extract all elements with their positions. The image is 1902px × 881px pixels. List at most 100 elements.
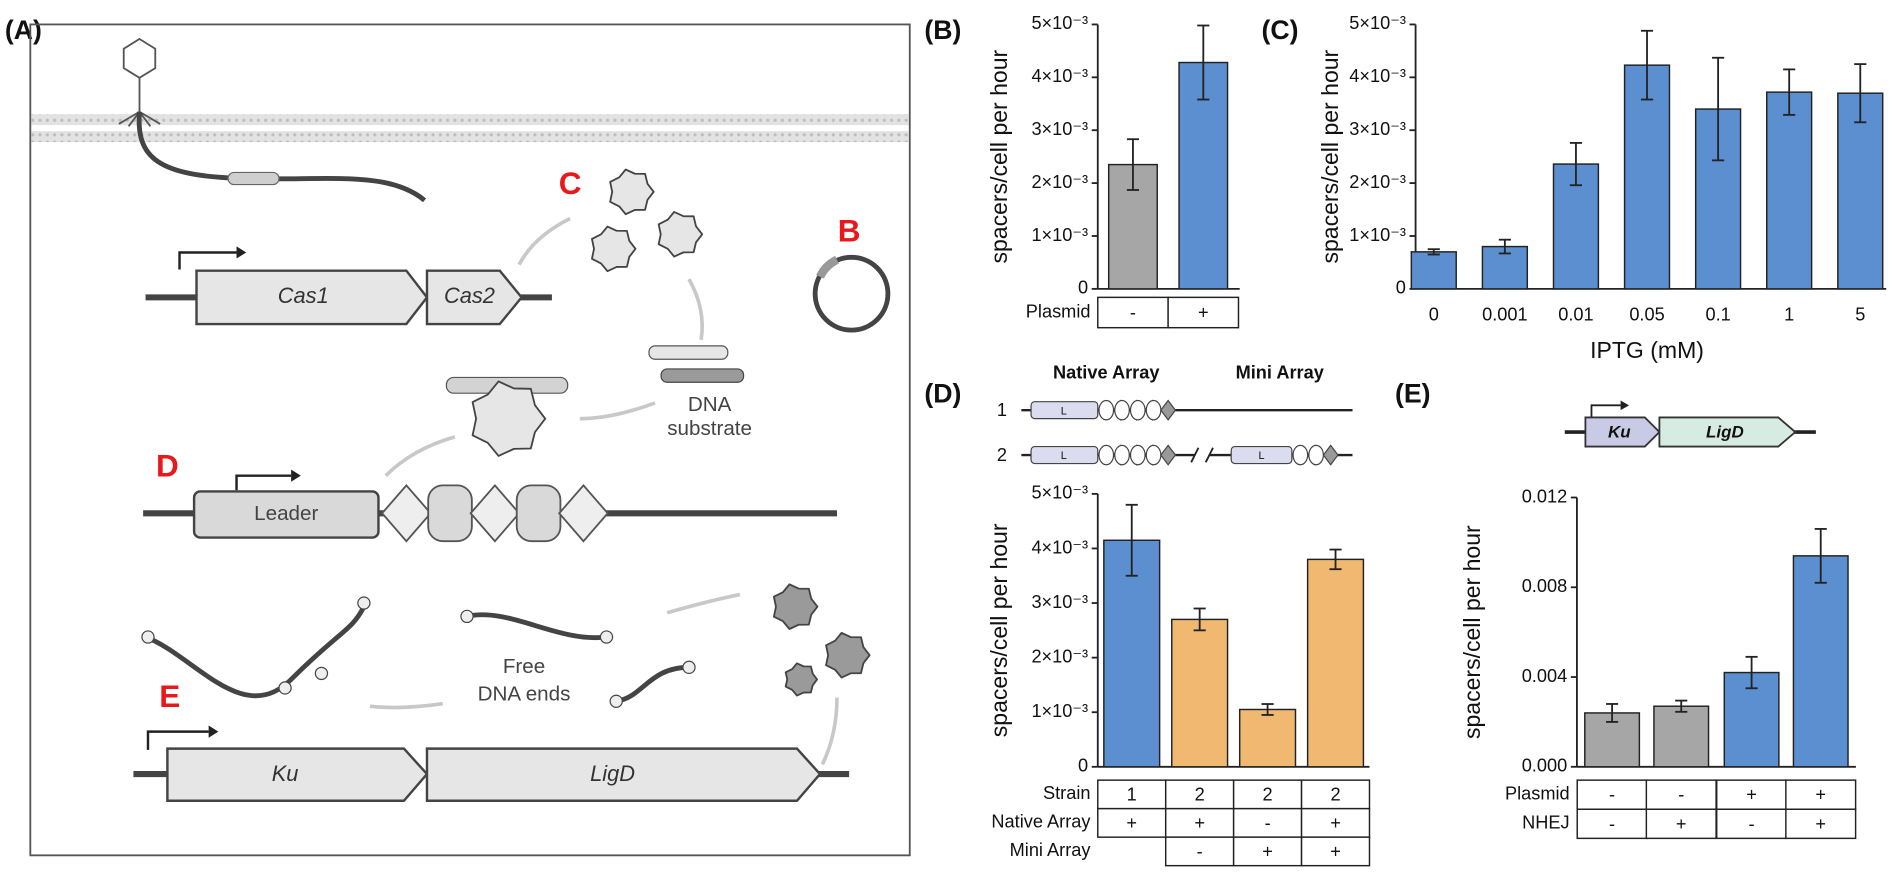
table-cell bbox=[1097, 807, 1167, 838]
dna-substrate bbox=[660, 368, 745, 383]
dna-end-protein bbox=[141, 630, 155, 644]
bar bbox=[1238, 708, 1297, 768]
sub-label: E bbox=[159, 678, 180, 714]
array-schematic: Native Array Mini Array 1 2 L L L bbox=[997, 363, 1353, 466]
error-bar bbox=[1197, 24, 1210, 101]
y-tick-label: 4×10⁻³ bbox=[1031, 537, 1088, 557]
y-tick-label: 2×10⁻³ bbox=[1031, 172, 1088, 192]
table-cell bbox=[1300, 836, 1371, 867]
protospacer bbox=[227, 171, 280, 186]
arrow bbox=[666, 592, 741, 615]
spacer bbox=[1292, 444, 1309, 466]
panel-a: Cas1 Cas2 DNA substrate Leader Free DNA … bbox=[29, 23, 911, 857]
gene bbox=[195, 269, 429, 326]
plasmid bbox=[812, 254, 891, 333]
spacer bbox=[1129, 399, 1146, 421]
cell-text: - bbox=[1609, 785, 1615, 805]
y-axis-label: spacers/cell per hour bbox=[986, 49, 1012, 263]
spacer bbox=[1145, 399, 1162, 421]
promoter bbox=[178, 251, 237, 270]
leader bbox=[192, 490, 380, 539]
row-label: Plasmid bbox=[1505, 784, 1570, 804]
cell-text: + bbox=[1126, 813, 1137, 833]
error-bar bbox=[1783, 68, 1796, 116]
repeat bbox=[380, 483, 432, 543]
spacer bbox=[1308, 444, 1325, 466]
promoter bbox=[235, 474, 292, 491]
repeat bbox=[1160, 444, 1177, 466]
y-tick-label: 0.000 bbox=[1522, 756, 1568, 776]
y-axis-label: spacers/cell per hour bbox=[1459, 525, 1485, 739]
leader-label: L bbox=[1061, 405, 1067, 417]
y-tick-label: 1×10⁻³ bbox=[1031, 701, 1088, 721]
panel-label: (B) bbox=[924, 15, 961, 45]
phage-tail bbox=[118, 77, 161, 127]
cell-text: 2 bbox=[1330, 784, 1340, 804]
dna-end-protein bbox=[599, 630, 614, 644]
error-bar bbox=[1569, 141, 1583, 187]
y-tick-label: 5×10⁻³ bbox=[1349, 13, 1406, 33]
table-cell bbox=[1300, 807, 1371, 838]
cell-text: - bbox=[1609, 814, 1615, 834]
promoter bbox=[208, 725, 219, 738]
error-bar bbox=[1427, 248, 1440, 256]
arrow bbox=[369, 701, 444, 710]
dna-end-protein bbox=[609, 694, 623, 708]
error-bar bbox=[1675, 699, 1688, 713]
table-cell bbox=[1785, 779, 1857, 810]
spacer bbox=[1145, 444, 1162, 466]
y-tick-label: 1×10⁻³ bbox=[1349, 225, 1406, 245]
promoter bbox=[236, 246, 247, 259]
error-bar bbox=[1261, 703, 1274, 716]
leader bbox=[1230, 445, 1293, 465]
repeat bbox=[469, 483, 521, 543]
gene-label: LigD bbox=[590, 761, 635, 786]
gene bbox=[425, 747, 822, 802]
row-label: Plasmid bbox=[1026, 301, 1091, 321]
table-cell bbox=[1097, 296, 1169, 329]
x-tick-label: 0.1 bbox=[1705, 304, 1730, 324]
spacer bbox=[1114, 399, 1130, 421]
nhej-operon: Ku LigD bbox=[1564, 400, 1816, 448]
header: Mini Array bbox=[1236, 363, 1325, 383]
protein bbox=[784, 662, 818, 697]
y-tick-label: 0 bbox=[1078, 278, 1088, 298]
y-tick-label: 4×10⁻³ bbox=[1031, 66, 1088, 86]
dna-substrate bbox=[648, 345, 729, 360]
gene-label: Ku bbox=[272, 761, 299, 786]
repeats bbox=[1098, 399, 1339, 466]
bar bbox=[1171, 618, 1229, 768]
promoter bbox=[1590, 404, 1621, 418]
panel-label: (A) bbox=[5, 15, 42, 45]
spacer bbox=[1098, 399, 1115, 421]
cell-text: - bbox=[1265, 813, 1271, 833]
table-cell bbox=[1164, 836, 1235, 867]
protein bbox=[657, 211, 704, 258]
table-cell bbox=[1232, 807, 1303, 838]
spacer bbox=[1129, 444, 1146, 466]
bar bbox=[1792, 555, 1849, 768]
spacer bbox=[1114, 444, 1130, 466]
sub-label: C bbox=[559, 165, 582, 201]
error-bar bbox=[1814, 528, 1827, 584]
y-tick-label: 2×10⁻³ bbox=[1031, 646, 1088, 666]
protein bbox=[591, 225, 637, 273]
bar bbox=[1410, 251, 1457, 290]
sub-label: B bbox=[838, 212, 861, 248]
label: DNA ends bbox=[478, 683, 571, 706]
y-tick-label: 1×10⁻³ bbox=[1031, 225, 1088, 245]
cell-text: - bbox=[1678, 785, 1684, 805]
cell-text: + bbox=[1198, 303, 1209, 323]
y-tick-label: 0.012 bbox=[1522, 486, 1568, 506]
protein bbox=[772, 583, 819, 630]
y-axis-label: spacers/cell per hour bbox=[986, 523, 1012, 737]
label: Free bbox=[503, 655, 545, 678]
dna-end-protein bbox=[460, 609, 474, 624]
dna-end-protein bbox=[357, 596, 371, 610]
error-bar bbox=[1854, 63, 1867, 124]
cell-text: - bbox=[1197, 841, 1203, 861]
bar bbox=[1766, 91, 1813, 290]
panel-label: (D) bbox=[924, 379, 961, 409]
proteins bbox=[141, 168, 871, 708]
cell-text: 1 bbox=[1127, 784, 1137, 804]
